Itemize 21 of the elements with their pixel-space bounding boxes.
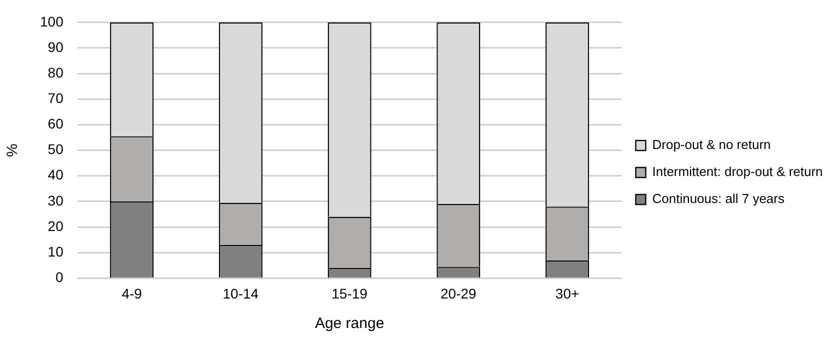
x-axis-title: Age range <box>314 315 384 332</box>
legend-label: Intermittent: drop-out & return <box>652 164 823 180</box>
x-tick-label: 15-19 <box>332 285 368 302</box>
y-tick-label: 40 <box>48 166 64 183</box>
y-tick-label: 90 <box>48 38 64 55</box>
y-tick-label: 20 <box>48 218 64 234</box>
legend-label: Continuous: all 7 years <box>652 191 785 206</box>
x-tick-label: 30+ <box>555 285 580 302</box>
y-tick-label: 10 <box>48 243 64 260</box>
legend-label: Drop-out & no return <box>652 137 771 152</box>
y-tick-label: 50 <box>48 141 64 158</box>
y-tick-label: 100 <box>40 13 64 30</box>
x-tick-label: 4-9 <box>122 285 142 302</box>
y-tick-label: 30 <box>48 192 64 208</box>
y-tick-label: 70 <box>48 90 64 106</box>
y-tick-label: 60 <box>48 116 64 132</box>
y-tick-label: 80 <box>48 64 64 80</box>
y-axis-title: % <box>4 144 22 157</box>
x-tick-label: 20-29 <box>440 285 477 302</box>
x-tick-label: 10-14 <box>222 285 259 302</box>
y-tick-label: 0 <box>56 269 64 286</box>
